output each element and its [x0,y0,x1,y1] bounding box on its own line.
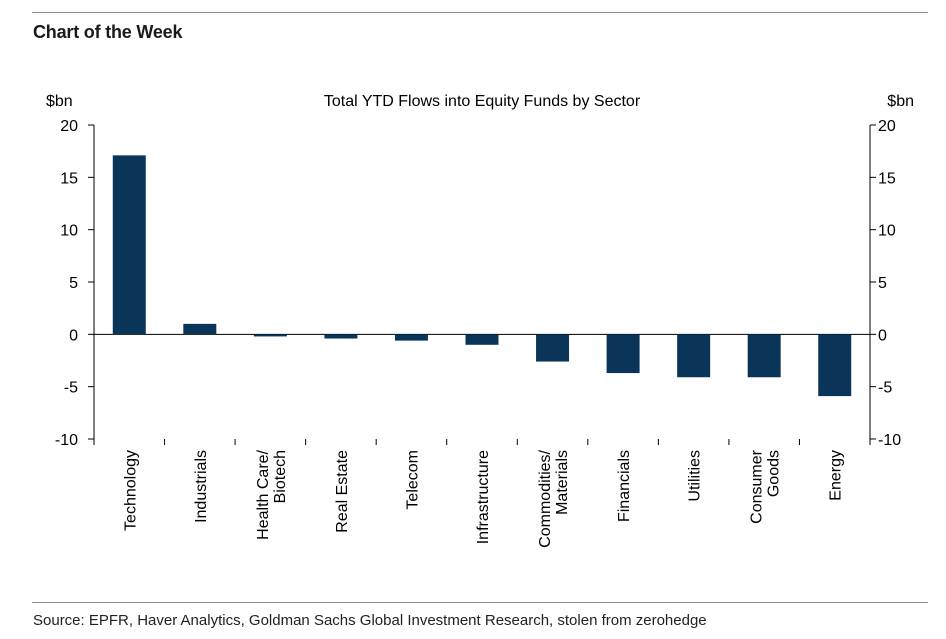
bar-industrials [183,323,217,335]
bar-health-care-biotech [253,334,287,337]
category-label-line: Biotech [272,450,289,503]
chart-tick-labels: 20 20 15 15 10 10 5 5 0 0 -5 -5 -10 -10 [55,118,901,449]
bar-energy [818,334,852,397]
category-label: Financials [616,450,633,522]
sector-flows-chart: Total YTD Flows into Equity Funds by Sec… [46,93,914,548]
category-label: Technology [122,450,139,531]
category-label: Utilities [687,450,704,502]
category-label: Health Care/Biotech [255,449,289,539]
category-label-line: Utilities [687,450,704,502]
left-tick-label: -5 [64,380,78,397]
bar-technology [112,155,146,335]
category-label: Telecom [404,450,421,510]
left-tick-label: 15 [60,170,78,187]
right-axis-unit-label: $bn [887,93,914,110]
category-label-line: Consumer [749,449,766,523]
bottom-rule [32,602,928,603]
chart-category-labels: Technology Industrials Health Care/Biotech… [122,449,844,547]
left-tick-label: -10 [55,432,78,449]
category-label: Energy [828,450,845,501]
bar-real-estate [324,334,358,339]
bar-infrastructure [465,334,499,345]
category-label-line: Materials [554,450,571,515]
category-label-line: Commodities/ [537,449,554,547]
left-tick-label: 5 [69,275,78,292]
category-label: Consumer Goods [749,449,783,523]
left-axis-unit-label: $bn [46,93,73,110]
right-tick-label: -5 [878,380,892,397]
source-note: Source: EPFR, Haver Analytics, Goldman S… [33,612,707,629]
category-label-line: Real Estate [334,450,351,533]
bar-utilities [677,334,711,378]
chart-title: Total YTD Flows into Equity Funds by Sec… [324,93,641,110]
right-tick-label: 10 [878,223,896,240]
right-tick-label: 5 [878,275,887,292]
bar-consumer-goods [747,334,781,378]
category-label-line: Energy [828,450,845,501]
category-label: Industrials [193,450,210,523]
page-title: Chart of the Week [33,22,183,42]
category-label: Real Estate [334,450,351,533]
category-label-line: Health Care/ [255,449,272,539]
left-tick-label: 10 [60,223,78,240]
category-label-line: Infrastructure [475,450,492,544]
category-label-line: Technology [122,450,139,531]
top-rule [32,12,928,13]
left-tick-label: 0 [69,327,78,344]
category-label: Infrastructure [475,450,492,544]
category-label-line: Goods [766,450,783,497]
chart-bars [112,155,852,397]
right-tick-label: 20 [878,118,896,135]
bar-commodities-materials [536,334,570,362]
category-label-line: Financials [616,450,633,522]
category-label: Commodities/Materials [537,449,571,547]
right-tick-label: -10 [878,432,901,449]
right-tick-label: 0 [878,327,887,344]
category-label-line: Industrials [193,450,210,523]
chart-axes [88,124,876,445]
bar-telecom [394,334,428,341]
bar-financials [606,334,640,374]
left-tick-label: 20 [60,118,78,135]
right-tick-label: 15 [878,170,896,187]
category-label-line: Telecom [404,450,421,510]
